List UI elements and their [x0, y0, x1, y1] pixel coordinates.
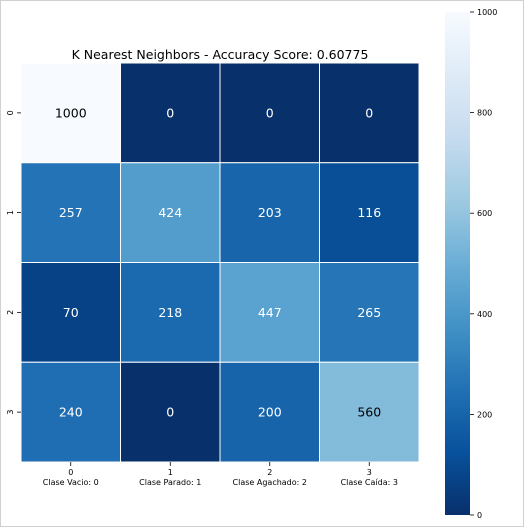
colorbar-tick-label: 1000: [477, 8, 497, 17]
cell-value-label: 0: [365, 105, 373, 120]
cell-value-label: 0: [266, 105, 274, 120]
cell-value-label: 560: [357, 405, 381, 420]
cell-value-label: 0: [166, 105, 174, 120]
x-tick-label: Clase Vacio: 0: [43, 478, 99, 487]
heatmap-cell: [20, 361, 121, 463]
x-tick-label: Clase Agachado: 2: [233, 478, 307, 487]
colorbar: 0 200 400 600 800 1000: [445, 8, 497, 520]
heatmap-cell: [319, 361, 420, 463]
x-tick-label: 2: [267, 468, 272, 477]
y-tick-label: 3: [6, 410, 15, 415]
x-tick-label: Clase Parado: 1: [139, 478, 201, 487]
y-tick-label: 1: [6, 210, 15, 215]
cell-value-label: 218: [158, 305, 182, 320]
cell-value-label: 257: [59, 205, 83, 220]
x-tick-label: 1: [168, 468, 173, 477]
cell-value-label: 200: [258, 405, 282, 420]
cell-value-label: 70: [63, 305, 79, 320]
cell-value-label: 203: [258, 205, 282, 220]
chart-title: K Nearest Neighbors - Accuracy Score: 0.…: [72, 47, 369, 62]
y-tick-label: 2: [6, 310, 15, 315]
x-tick-label: 0: [68, 468, 73, 477]
heatmap-cell: [120, 262, 221, 363]
colorbar-tick-label: 0: [477, 511, 482, 520]
heatmap-cells: 1000 0 0 0 257 424 203 116 70 218 447 265 240 0 200 560: [20, 62, 420, 463]
cell-value-label: 265: [357, 305, 381, 320]
colorbar-tick-label: 400: [477, 310, 492, 319]
y-tick-label: 0: [6, 110, 15, 115]
cell-value-label: 1000: [55, 105, 87, 120]
y-axis-ticks: 0 1 2 3: [6, 110, 21, 415]
heatmap-cell: [319, 62, 420, 164]
heatmap-cell: [20, 62, 121, 164]
cell-value-label: 447: [258, 305, 282, 320]
heatmap-cell: [219, 361, 320, 463]
heatmap-cell: [319, 162, 420, 263]
colorbar-tick-label: 600: [477, 209, 492, 218]
x-tick-label: Clase Caída: 3: [341, 478, 398, 487]
heatmap-cell: [120, 361, 221, 463]
x-tick-label: 3: [367, 468, 372, 477]
cell-value-label: 424: [158, 205, 182, 220]
cell-value-label: 0: [166, 405, 174, 420]
heatmap-cell: [319, 262, 420, 363]
cell-value-label: 240: [59, 405, 83, 420]
heatmap-cell: [120, 162, 221, 263]
cell-value-label: 116: [357, 205, 381, 220]
colorbar-tick-label: 800: [477, 109, 492, 118]
colorbar-tick-label: 200: [477, 410, 492, 419]
heatmap-cell: [120, 62, 221, 164]
heatmap-cell: [219, 62, 320, 164]
colorbar-fill: [445, 12, 470, 515]
heatmap-cell: [20, 162, 121, 263]
